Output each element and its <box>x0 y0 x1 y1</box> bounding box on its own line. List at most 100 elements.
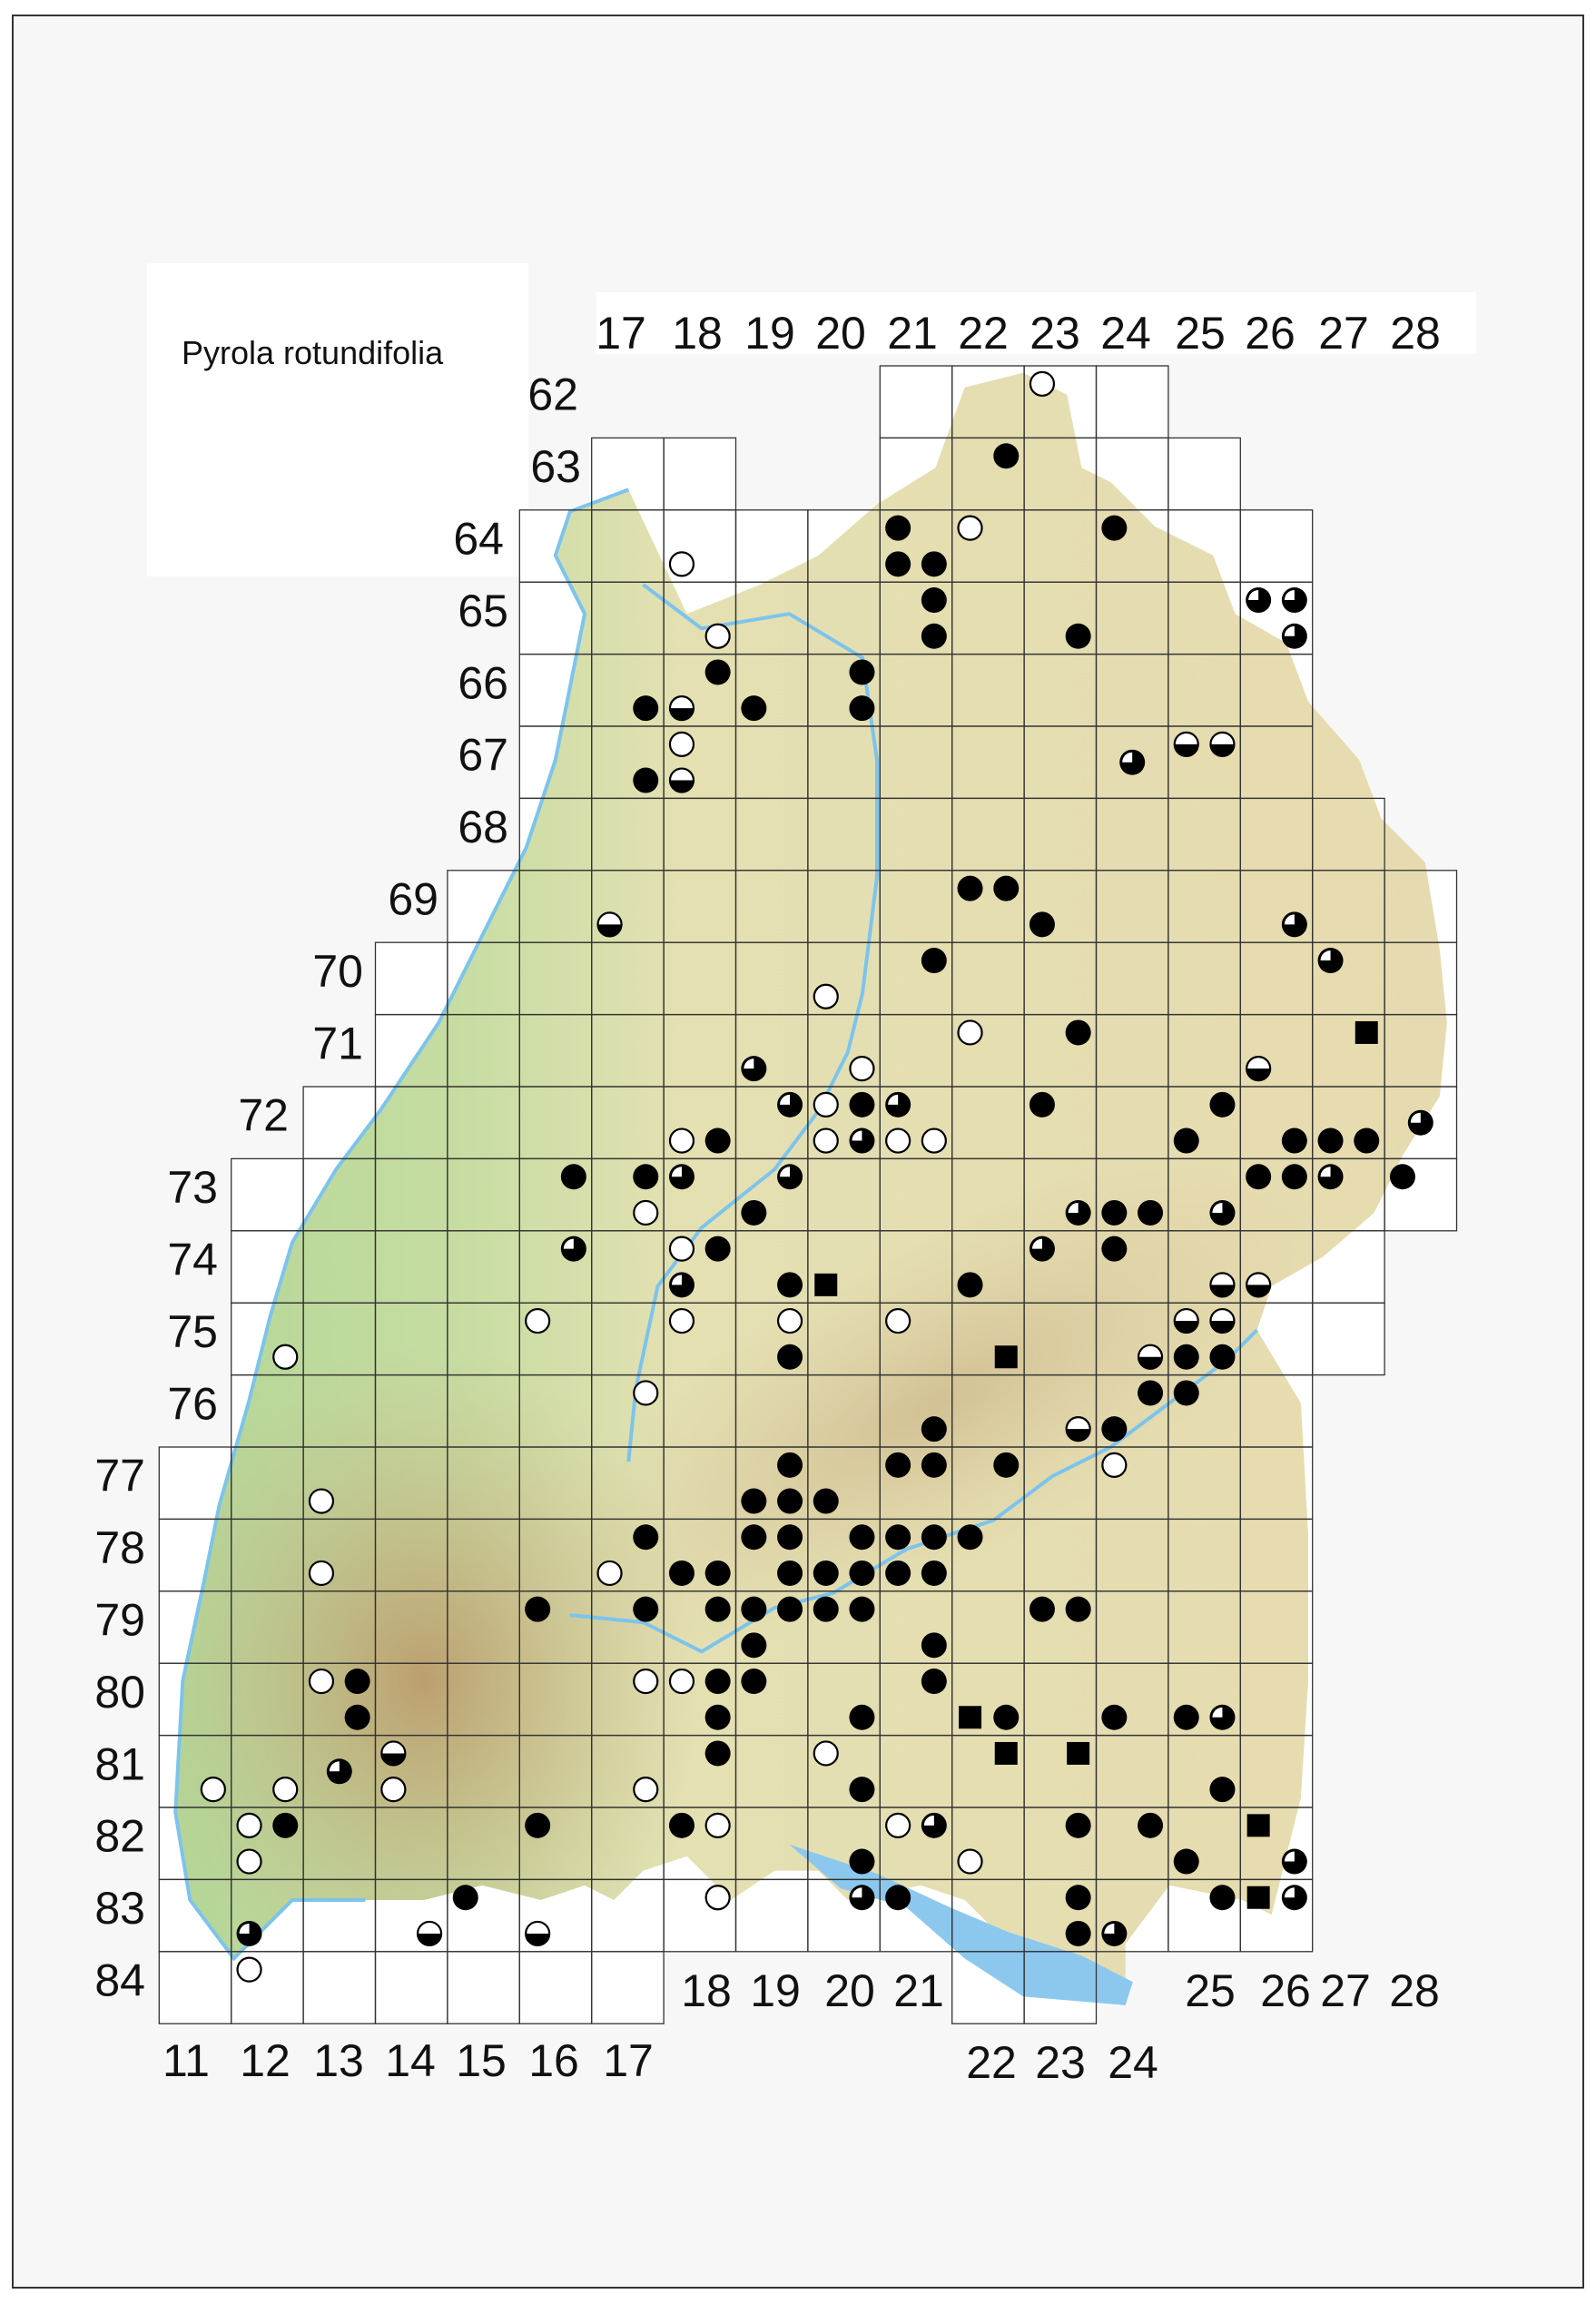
record-half-circle <box>416 1920 443 1947</box>
record-open-circle <box>668 551 695 577</box>
record-filled-circle <box>957 875 983 901</box>
record-filled-circle <box>849 1091 875 1118</box>
grid-cell <box>375 942 448 1015</box>
record-filled-circle <box>1209 1344 1236 1370</box>
record-filled-circle <box>777 1488 803 1514</box>
record-filled-circle <box>921 623 947 649</box>
grid-cell <box>375 1951 448 2024</box>
record-filled-circle <box>813 1560 839 1586</box>
record-open-circle <box>236 1956 262 1983</box>
record-open-circle <box>813 1127 839 1154</box>
top-label-band <box>596 292 1476 354</box>
bottom-column-label: 26 <box>1260 1965 1311 2016</box>
bottom-column-label: 18 <box>681 1965 732 2016</box>
record-filled-circle <box>813 1596 839 1622</box>
bottom-column-label: 14 <box>385 2035 436 2086</box>
record-filled-circle <box>1389 1164 1415 1190</box>
grid-cell <box>735 1879 808 1952</box>
record-filled-circle <box>704 659 731 685</box>
record-three-quarter-circle <box>560 1236 586 1262</box>
three-quarter-gap <box>780 1094 791 1105</box>
record-open-circle <box>668 1236 695 1262</box>
record-filled-circle <box>704 1560 731 1586</box>
grid-lines <box>158 365 1458 2024</box>
record-filled-circle <box>1101 1416 1128 1442</box>
top-column-label: 21 <box>887 308 938 359</box>
top-column-label: 24 <box>1100 308 1151 359</box>
record-three-quarter-circle <box>1281 1848 1307 1875</box>
row-label: 77 <box>94 1451 145 1502</box>
grid-line-cell <box>1312 1302 1385 1376</box>
record-half-circle <box>1065 1416 1091 1442</box>
grid-cell <box>1312 1303 1385 1375</box>
bottom-column-label: 23 <box>1035 2037 1086 2088</box>
record-three-quarter-circle <box>1281 623 1307 649</box>
neckar-river <box>626 583 879 1462</box>
three-quarter-gap <box>744 1058 754 1069</box>
three-quarter-gap <box>671 1275 682 1285</box>
record-square <box>994 1741 1018 1765</box>
row-label: 79 <box>94 1595 145 1646</box>
record-filled-circle <box>993 1704 1020 1730</box>
bottom-column-label: 20 <box>824 1965 875 2016</box>
record-filled-circle <box>704 1127 731 1154</box>
record-open-circle <box>200 1777 226 1803</box>
record-filled-circle <box>921 1560 947 1586</box>
record-three-quarter-circle <box>777 1164 803 1190</box>
record-filled-circle <box>704 1740 731 1767</box>
three-quarter-gap <box>1122 752 1133 763</box>
half-circle-fill <box>1246 1068 1271 1081</box>
record-filled-circle <box>704 1236 731 1262</box>
record-filled-circle <box>1173 1848 1199 1875</box>
record-filled-circle <box>741 1632 767 1659</box>
record-open-circle <box>668 1307 695 1334</box>
record-filled-circle <box>344 1669 370 1695</box>
grid-line-cell <box>591 1951 665 2024</box>
record-three-quarter-circle <box>1246 587 1272 614</box>
record-open-circle <box>272 1777 299 1803</box>
record-filled-circle <box>993 1452 1020 1478</box>
record-filled-circle <box>957 1524 983 1551</box>
record-filled-circle <box>885 515 911 541</box>
bottom-column-label: 22 <box>966 2037 1017 2088</box>
row-label: 65 <box>458 586 508 636</box>
record-filled-circle <box>741 1199 767 1226</box>
record-filled-circle <box>741 1669 767 1695</box>
row-label: 63 <box>530 441 581 492</box>
row-label: 73 <box>167 1162 218 1213</box>
record-three-quarter-circle <box>921 1812 947 1838</box>
top-column-label: 23 <box>1030 308 1080 359</box>
record-filled-circle <box>1246 1164 1272 1190</box>
record-filled-circle <box>1281 1127 1307 1154</box>
row-label: 67 <box>458 730 508 781</box>
record-filled-circle <box>741 1524 767 1551</box>
record-square <box>1355 1020 1378 1044</box>
record-open-circle <box>704 1812 731 1838</box>
half-circle-fill <box>669 780 694 793</box>
record-filled-circle <box>1065 1596 1091 1622</box>
record-filled-circle <box>1173 1380 1199 1406</box>
record-filled-circle <box>560 1164 586 1190</box>
three-quarter-gap <box>1320 950 1331 961</box>
swabian-alb-relief <box>540 1153 1330 1654</box>
record-filled-circle <box>633 695 659 722</box>
three-quarter-gap <box>923 1815 934 1826</box>
record-filled-circle <box>813 1488 839 1514</box>
half-circle-fill <box>1210 743 1235 756</box>
top-column-label: 18 <box>672 308 723 359</box>
record-filled-circle <box>1209 1091 1236 1118</box>
bottom-column-label: 21 <box>893 1965 944 2016</box>
row-label: 69 <box>388 874 438 925</box>
record-open-circle <box>308 1560 335 1587</box>
record-three-quarter-circle <box>1281 911 1307 938</box>
record-filled-circle <box>849 1560 875 1586</box>
record-filled-circle <box>777 1272 803 1298</box>
record-filled-circle <box>1101 1704 1128 1730</box>
record-half-circle <box>1246 1056 1272 1082</box>
record-three-quarter-circle <box>1317 1164 1344 1190</box>
half-circle-fill <box>1066 1429 1090 1442</box>
record-half-circle <box>668 767 695 793</box>
record-three-quarter-circle <box>326 1758 352 1785</box>
record-open-circle <box>813 1091 839 1118</box>
record-filled-circle <box>668 1560 695 1586</box>
